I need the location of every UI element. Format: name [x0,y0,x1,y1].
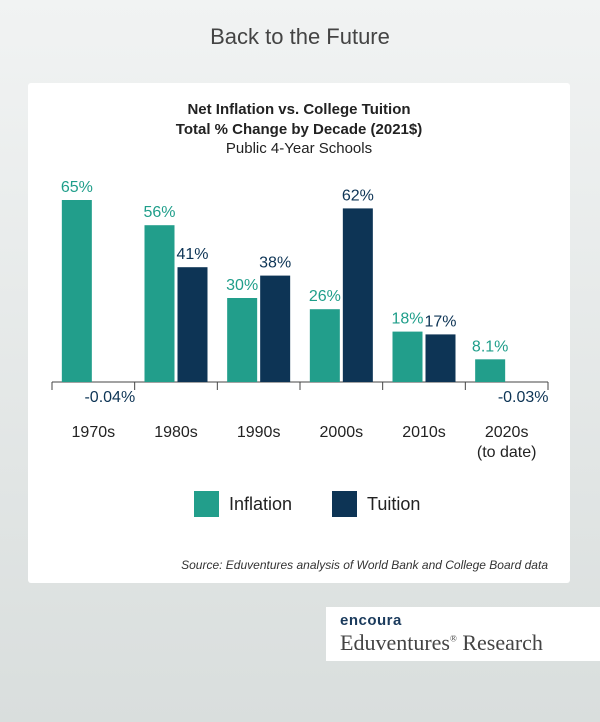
data-label-inflation: 26% [309,288,341,305]
bar-inflation [227,298,258,382]
legend-swatch-inflation [194,491,219,517]
logo-text-edu: Eduventures [340,630,450,655]
page-title: Back to the Future [210,24,390,49]
data-label-tuition: -0.04% [84,389,135,406]
data-label-tuition: 41% [176,246,208,263]
bar-inflation [475,359,506,382]
bar-tuition [177,267,208,382]
logo-registered-mark: ® [449,633,457,644]
x-tick-label: 2000s [320,424,364,441]
data-label-tuition: -0.03% [498,389,549,406]
legend-swatch-tuition [332,491,357,517]
chart-title-line2: Total % Change by Decade (2021$) [175,121,423,138]
logo-eduventures-research: Eduventures® Research [340,630,543,656]
eduventures-logo: encoura Eduventures® Research [326,607,600,661]
legend-label-tuition: Tuition [367,494,421,514]
source-note: Source: Eduventures analysis of World Ba… [181,558,548,572]
bar-tuition [425,334,456,382]
data-label-inflation: 30% [226,277,258,294]
data-label-inflation: 65% [61,179,93,196]
bar-inflation [144,225,175,382]
data-label-tuition: 38% [259,255,291,272]
data-label-inflation: 56% [143,204,175,221]
bar-chart: 65% -0.04% 1970s 56% 41% 1980s 30%38% 1990s 26% 6… [51,179,549,461]
x-tick-label: 1970s [72,424,116,441]
data-label-tuition: 17% [424,313,456,330]
x-tick-label: 2010s [402,424,446,441]
chart-subtitle: Public 4-Year Schools [225,140,373,157]
logo-encoura: encoura [340,612,402,629]
chart-title: Net Inflation vs. College Tuition [187,101,411,118]
chart-card: Net Inflation vs. College Tuition Total … [28,83,570,583]
x-tick-label: (to date) [477,444,537,461]
bar-tuition [260,275,291,382]
bar-tuition [342,208,373,382]
data-label-tuition: 62% [342,187,374,204]
bar-inflation [309,309,340,382]
x-tick-label: 2020s [485,424,529,441]
bar-inflation [392,331,423,382]
x-tick-label: 1980s [154,424,198,441]
x-tick-label: 1990s [237,424,281,441]
data-label-inflation: 18% [391,311,423,328]
logo-text-research: Research [456,630,543,655]
legend-label-inflation: Inflation [229,494,293,514]
data-label-inflation: 8.1% [472,338,508,355]
bar-inflation [61,200,92,382]
